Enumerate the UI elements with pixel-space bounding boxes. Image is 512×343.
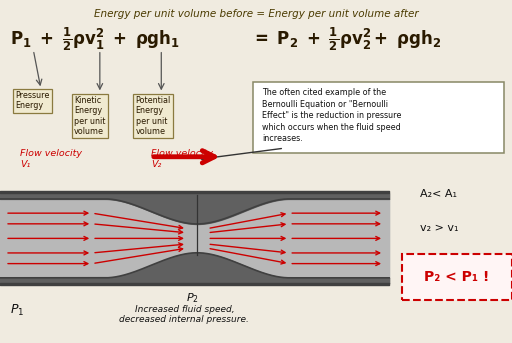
Text: Flow velocity
V₁: Flow velocity V₁ bbox=[20, 149, 82, 169]
FancyBboxPatch shape bbox=[402, 254, 512, 300]
Text: Flow velocity
V₂: Flow velocity V₂ bbox=[151, 149, 213, 169]
FancyBboxPatch shape bbox=[253, 82, 504, 153]
Text: $\mathbf{P_1}$$\mathbf{\ +\ }$$\mathbf{\frac{1}{2}\rho v_1^2}$$\mathbf{\ +\ \rho: $\mathbf{P_1}$$\mathbf{\ +\ }$$\mathbf{\… bbox=[10, 26, 180, 53]
Text: Increased fluid speed,
decreased internal pressure.: Increased fluid speed, decreased interna… bbox=[119, 305, 249, 324]
Text: A₂< A₁: A₂< A₁ bbox=[420, 189, 457, 199]
Text: P₂ < P₁ !: P₂ < P₁ ! bbox=[424, 270, 489, 284]
Text: $P_1$: $P_1$ bbox=[10, 303, 25, 318]
Text: $P_2$: $P_2$ bbox=[185, 292, 199, 305]
Text: Kinetic
Energy
per unit
volume: Kinetic Energy per unit volume bbox=[74, 96, 105, 136]
Text: $\mathbf{=\ P_2\ +\ \frac{1}{2}\rho v_2^2 + \ \rho g h_2}$: $\mathbf{=\ P_2\ +\ \frac{1}{2}\rho v_2^… bbox=[251, 26, 441, 53]
Text: Potential
Energy
per unit
volume: Potential Energy per unit volume bbox=[136, 96, 171, 136]
Text: Energy per unit volume before = Energy per unit volume after: Energy per unit volume before = Energy p… bbox=[94, 9, 418, 19]
Text: The often cited example of the
Bernoulli Equation or "Bernoulli
Effect" is the r: The often cited example of the Bernoulli… bbox=[262, 88, 401, 143]
Text: Pressure
Energy: Pressure Energy bbox=[15, 91, 50, 110]
Text: v₂ > v₁: v₂ > v₁ bbox=[420, 223, 458, 233]
